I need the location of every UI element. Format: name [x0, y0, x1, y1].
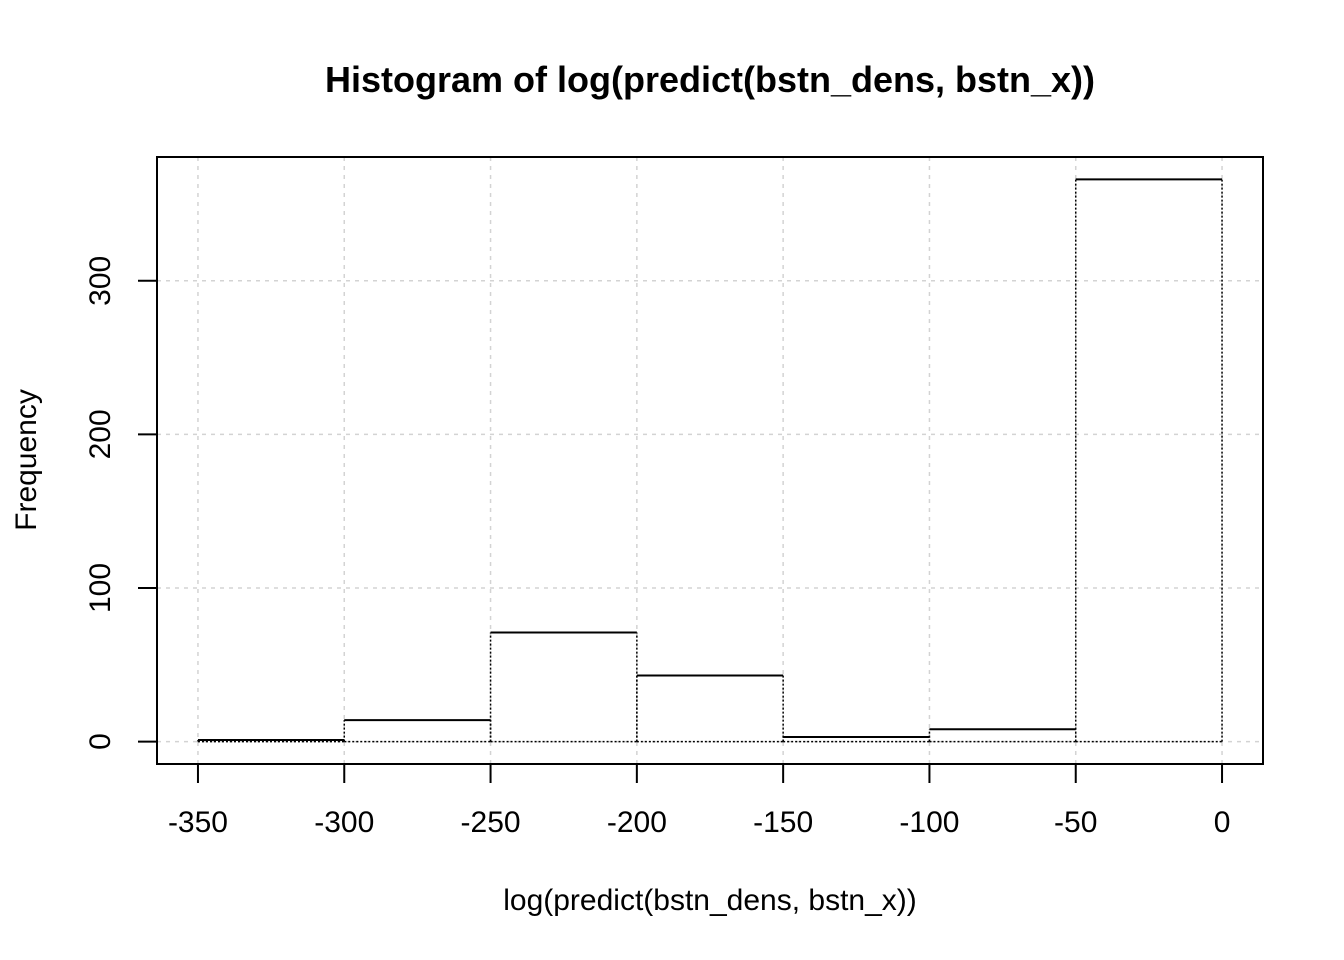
plot-frame [156, 156, 1264, 765]
histogram-bar [1074, 178, 1223, 743]
x-tick-label: -50 [1054, 806, 1097, 839]
x-tick-label: 0 [1214, 806, 1231, 839]
y-axis-label: Frequency [10, 389, 43, 531]
histogram-bar [928, 728, 1077, 743]
histogram-bar [636, 674, 784, 743]
histogram-bars [197, 178, 1223, 743]
histogram-bar [489, 631, 638, 743]
x-tick-label: -250 [461, 806, 521, 839]
chart-title: Histogram of log(predict(bstn_dens, bstn… [325, 59, 1095, 100]
x-axis: -350 -300 -250 -200 -150 -100 -50 0 [168, 763, 1231, 839]
y-tick-label: 200 [84, 409, 117, 459]
grid-lines [157, 157, 1263, 764]
y-axis: 0 100 200 300 [84, 256, 158, 750]
y-tick-label: 100 [84, 563, 117, 613]
y-tick-label: 300 [84, 256, 117, 306]
x-tick-label: -350 [168, 806, 228, 839]
histogram-bar [343, 719, 492, 743]
x-tick-label: -300 [314, 806, 374, 839]
x-axis-label: log(predict(bstn_dens, bstn_x)) [503, 884, 917, 917]
histogram-bar [197, 739, 346, 743]
x-tick-label: -200 [607, 806, 667, 839]
x-tick-label: -150 [753, 806, 813, 839]
y-tick-label: 0 [84, 733, 117, 750]
histogram-bar [782, 735, 931, 743]
x-tick-label: -100 [899, 806, 959, 839]
